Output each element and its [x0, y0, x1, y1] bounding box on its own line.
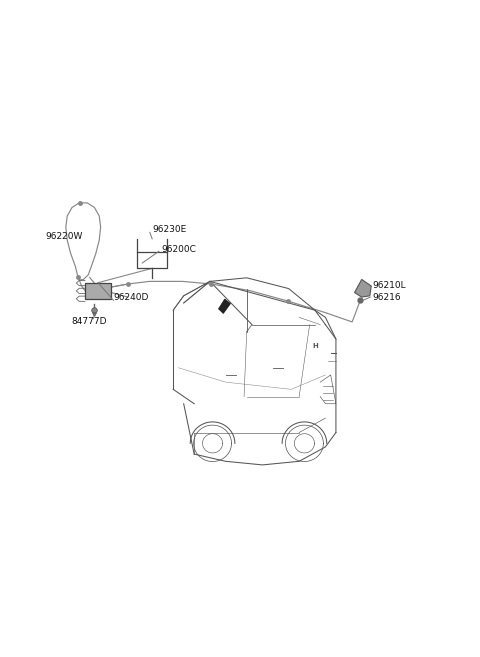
Text: 84777D: 84777D [71, 317, 107, 327]
Polygon shape [355, 279, 371, 297]
Text: 96220W: 96220W [45, 233, 83, 241]
FancyBboxPatch shape [85, 283, 111, 299]
Text: 96200C: 96200C [161, 246, 196, 254]
Text: 96230E: 96230E [152, 225, 186, 233]
Text: H: H [312, 343, 318, 349]
Text: 96240D: 96240D [114, 292, 149, 302]
Text: 96210L: 96210L [372, 281, 406, 290]
Text: 96216: 96216 [372, 292, 401, 302]
Polygon shape [218, 299, 230, 313]
